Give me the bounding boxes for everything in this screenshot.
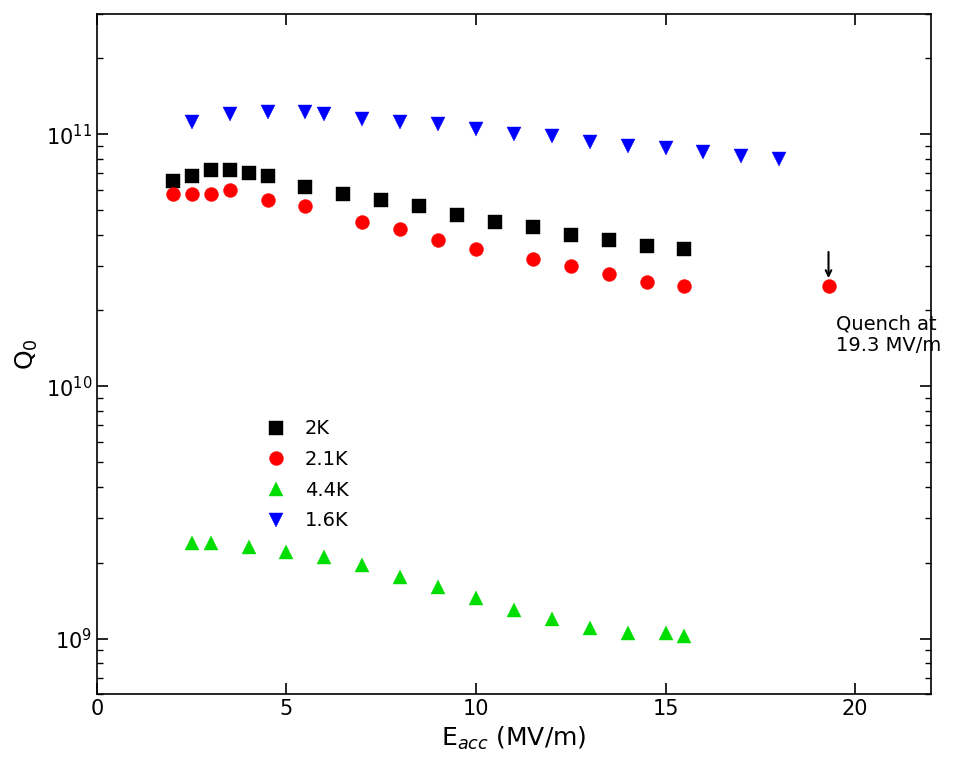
2.1K xyxy=(678,281,690,290)
2K xyxy=(300,182,312,192)
4.4K xyxy=(470,593,482,602)
4.4K xyxy=(243,543,255,552)
2K xyxy=(641,241,652,250)
2K xyxy=(565,230,576,239)
4.4K xyxy=(356,561,368,570)
1.6K xyxy=(318,110,330,119)
2.1K xyxy=(356,217,368,226)
4.4K xyxy=(546,614,558,624)
2K xyxy=(452,210,463,219)
1.6K xyxy=(356,114,368,123)
4.4K xyxy=(205,538,216,547)
2.1K xyxy=(224,185,235,195)
Text: Quench at
19.3 MV/m: Quench at 19.3 MV/m xyxy=(836,314,941,355)
4.4K xyxy=(584,624,595,633)
1.6K xyxy=(262,108,273,117)
2K xyxy=(375,195,387,205)
1.6K xyxy=(224,110,235,119)
2K xyxy=(678,244,690,254)
2K xyxy=(243,169,255,178)
2.1K xyxy=(186,189,198,198)
2K xyxy=(338,189,349,198)
1.6K xyxy=(621,141,633,150)
2K xyxy=(205,165,216,175)
2K xyxy=(489,217,501,226)
4.4K xyxy=(318,553,330,562)
2.1K xyxy=(565,261,576,270)
Line: 4.4K: 4.4K xyxy=(184,535,691,643)
1.6K xyxy=(470,124,482,133)
2.1K xyxy=(603,269,615,278)
2.1K xyxy=(432,236,444,245)
Legend: 2K, 2.1K, 4.4K, 1.6K: 2K, 2.1K, 4.4K, 1.6K xyxy=(248,411,356,538)
4.4K xyxy=(621,629,633,638)
1.6K xyxy=(735,152,747,161)
2.1K xyxy=(395,224,406,234)
2K xyxy=(527,222,538,231)
2.1K xyxy=(300,201,312,211)
X-axis label: E$_{acc}$ (MV/m): E$_{acc}$ (MV/m) xyxy=(441,725,587,752)
1.6K xyxy=(186,117,198,126)
2K xyxy=(603,236,615,245)
1.6K xyxy=(660,143,672,152)
1.6K xyxy=(395,117,406,126)
1.6K xyxy=(432,119,444,129)
4.4K xyxy=(660,629,672,638)
1.6K xyxy=(698,147,709,156)
2K xyxy=(224,165,235,175)
2.1K xyxy=(470,244,482,254)
2K xyxy=(262,172,273,181)
1.6K xyxy=(300,108,312,117)
1.6K xyxy=(773,154,785,163)
Line: 2.1K: 2.1K xyxy=(166,183,836,293)
Line: 1.6K: 1.6K xyxy=(184,106,786,165)
2.1K xyxy=(205,189,216,198)
4.4K xyxy=(432,582,444,591)
2.1K xyxy=(527,254,538,264)
4.4K xyxy=(509,605,520,614)
2.1K xyxy=(262,195,273,205)
1.6K xyxy=(509,129,520,139)
2.1K xyxy=(823,281,835,290)
2K xyxy=(167,177,179,186)
2.1K xyxy=(167,189,179,198)
2K xyxy=(413,201,425,211)
Line: 2K: 2K xyxy=(166,163,691,256)
2K xyxy=(186,172,198,181)
1.6K xyxy=(546,132,558,141)
Y-axis label: Q$_0$: Q$_0$ xyxy=(14,339,41,370)
4.4K xyxy=(281,548,292,557)
2.1K xyxy=(641,277,652,286)
4.4K xyxy=(395,573,406,582)
4.4K xyxy=(186,538,198,547)
4.4K xyxy=(678,632,690,641)
1.6K xyxy=(584,138,595,147)
